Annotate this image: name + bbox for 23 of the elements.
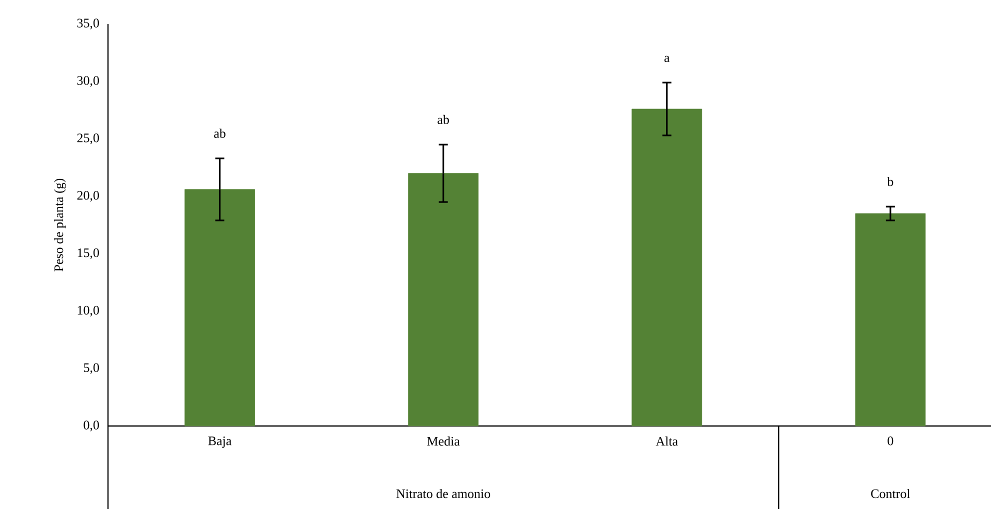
x-tick-label: Baja	[208, 436, 232, 448]
y-tick-label: 30,0	[77, 76, 99, 87]
text: Control	[871, 488, 910, 498]
bar	[408, 173, 479, 426]
annotation: b	[887, 176, 894, 186]
y-tick-label: 5,0	[84, 363, 99, 374]
y-tick-label: 10,0	[78, 306, 99, 316]
y-tick-label: 25,0	[77, 134, 99, 144]
y-axis-title: Peso de planta (g)	[54, 178, 66, 272]
y-tick-label: 20,0	[77, 190, 99, 202]
annotation: ab	[438, 114, 449, 124]
bar	[632, 108, 702, 426]
x-tick-label: Alta	[656, 436, 678, 446]
annotation: a	[664, 56, 670, 62]
x-tick-label: 0	[888, 436, 894, 446]
y-tick-label: 0,0	[84, 420, 99, 432]
bar	[184, 189, 255, 426]
annotation: ab	[214, 128, 226, 138]
text: Nitrato de amonio	[396, 488, 490, 498]
y-tick-label: 15,0	[78, 248, 99, 260]
bar	[855, 213, 926, 426]
y-tick-label: 35,0	[77, 18, 99, 30]
x-tick-label: Media	[427, 436, 460, 446]
